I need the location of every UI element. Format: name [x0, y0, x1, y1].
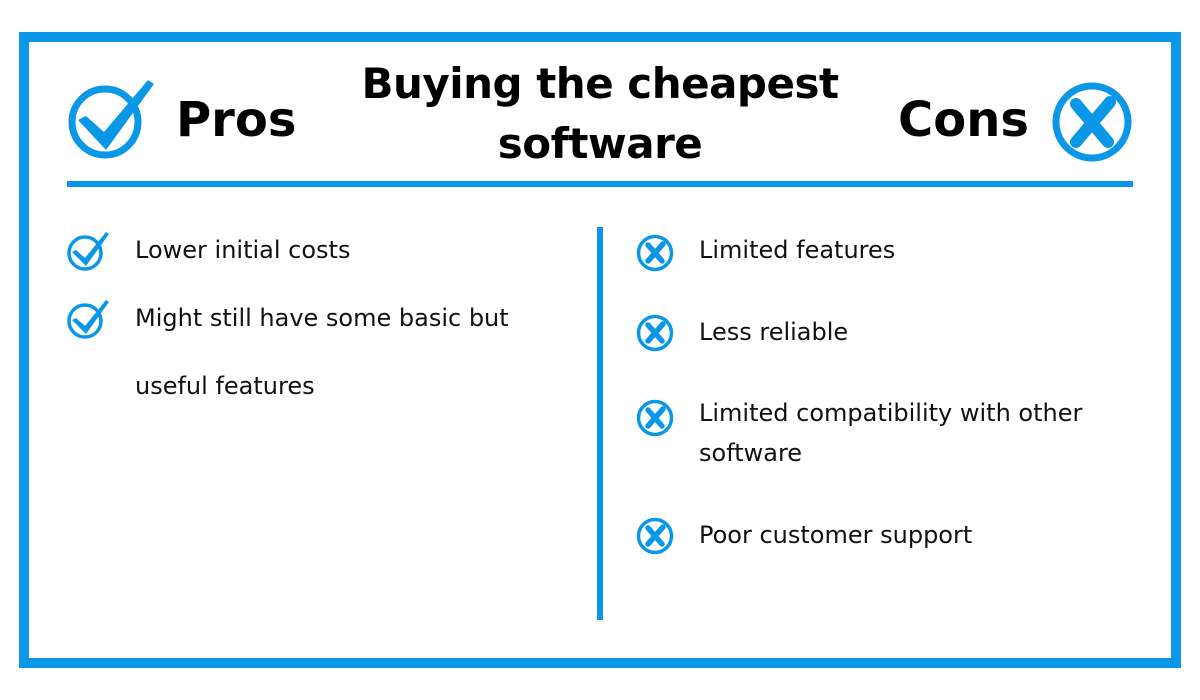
header-divider [67, 181, 1133, 187]
card-frame [19, 32, 1181, 668]
x-circle-icon [1052, 82, 1132, 162]
x-icon [636, 399, 674, 437]
column-divider [597, 227, 603, 620]
pros-heading: Pros [176, 92, 297, 148]
x-icon [636, 314, 674, 352]
cons-heading: Cons [898, 92, 1029, 148]
x-icon [636, 517, 674, 555]
list-item: Limited features [699, 236, 896, 264]
check-circle-icon [68, 80, 154, 159]
x-icon [636, 234, 674, 272]
list-item: Limited compatibility with other softwar… [699, 399, 1083, 467]
list-item: Poor customer support [699, 521, 973, 549]
page-title: Buying the cheapest software [361, 59, 839, 168]
check-icon [67, 300, 109, 339]
list-item: Might still have some basic but useful f… [135, 304, 509, 400]
check-icon [67, 232, 109, 271]
list-item: Less reliable [699, 318, 849, 346]
list-item: Lower initial costs [135, 236, 351, 264]
